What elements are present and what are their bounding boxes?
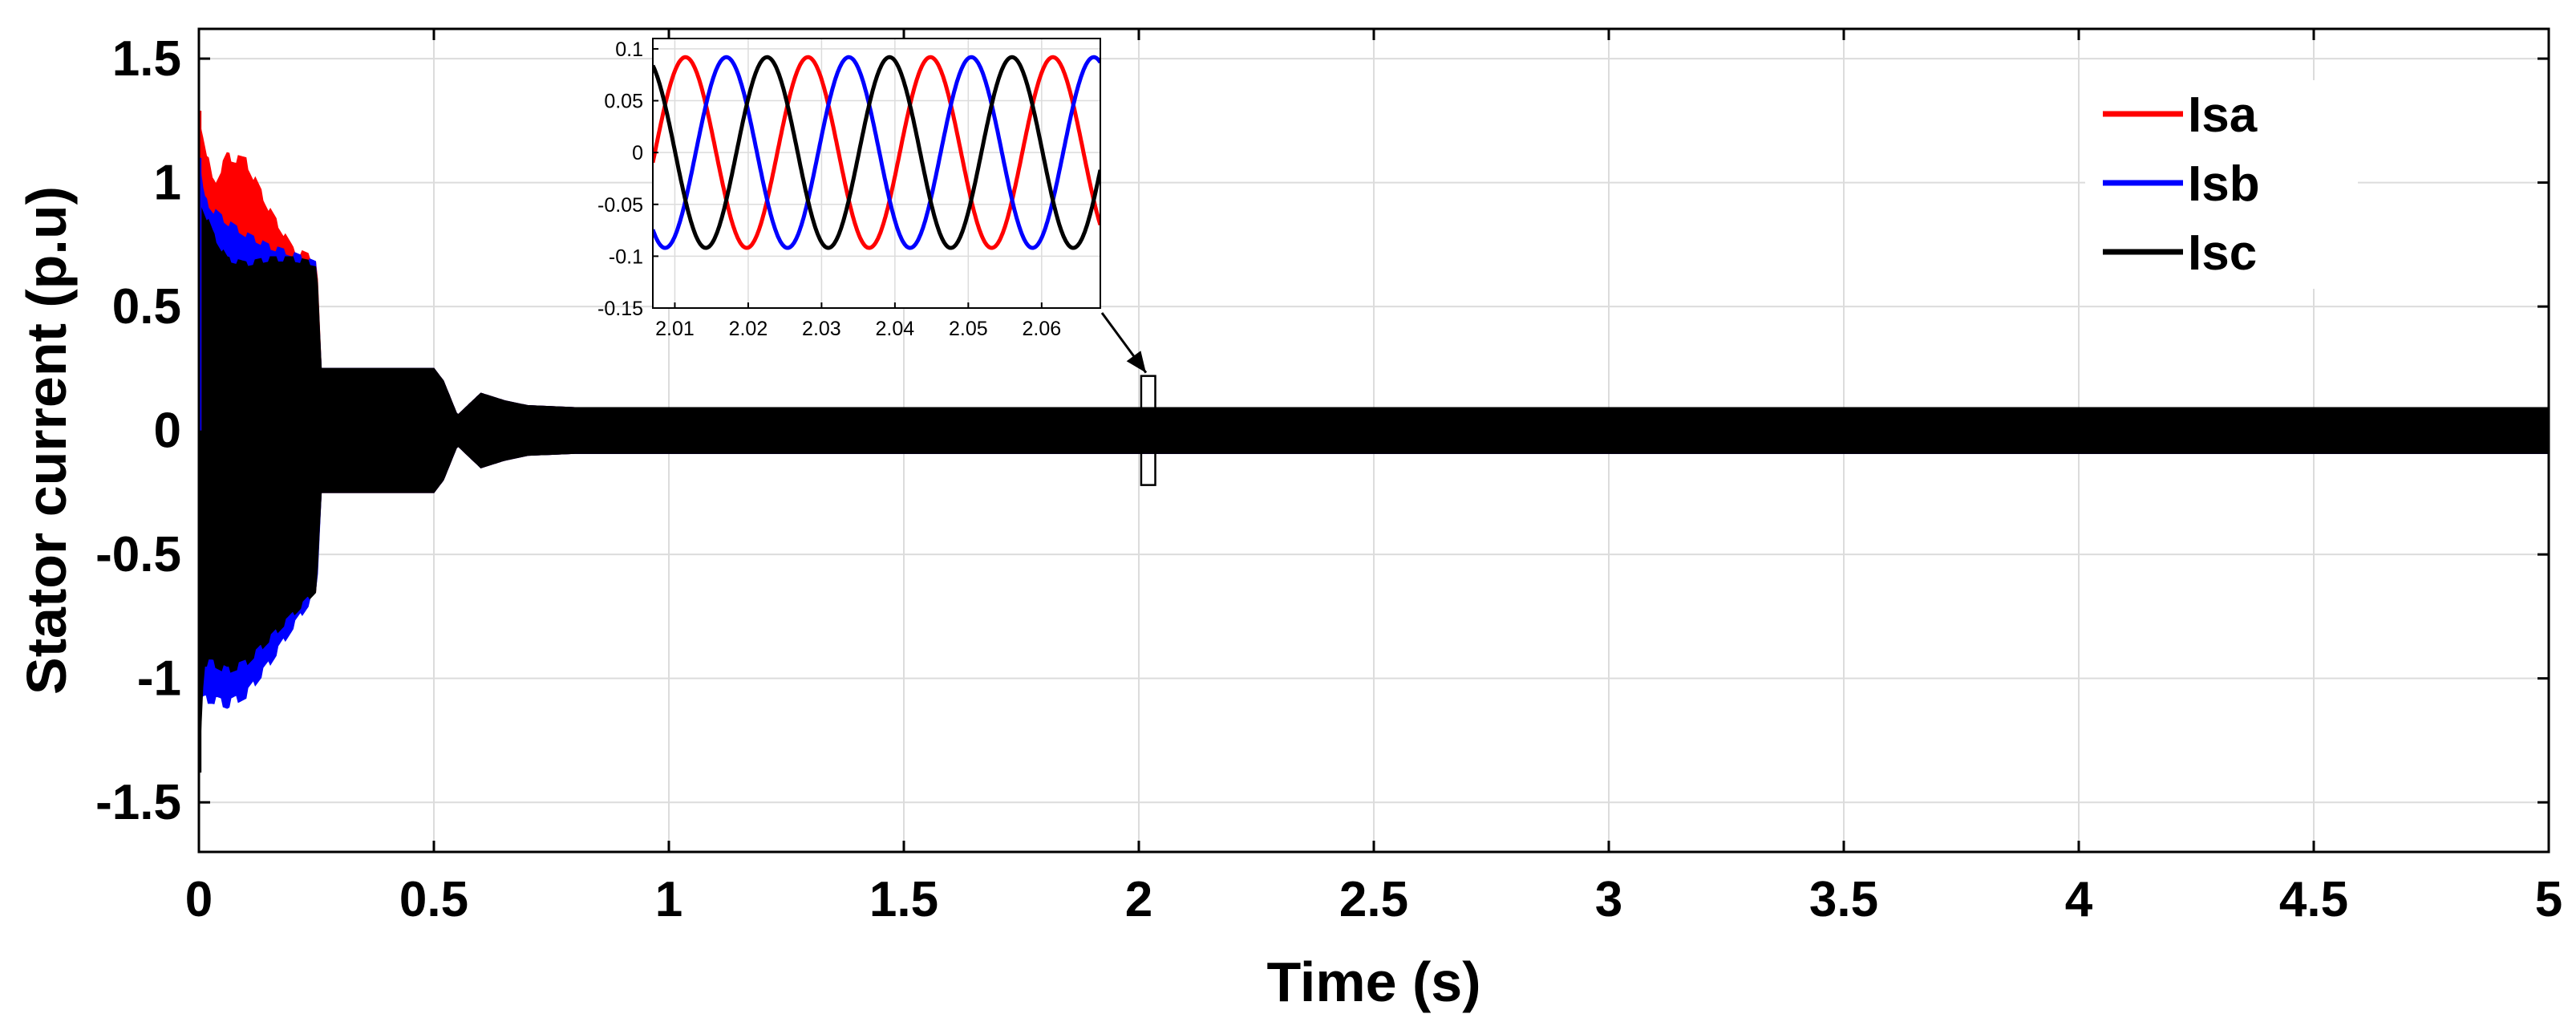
inset-series-isb [653,55,1100,250]
x-tick-label: 1.5 [869,872,938,927]
main-x-tick-labels: 0 0.5 1 1.5 2 2.5 3 3.5 4 4.5 5 [185,872,2562,927]
inset-x-tick-label: 2.05 [949,318,988,340]
legend-label-isa: Isa [2188,87,2258,143]
y-tick-label: -1.5 [95,775,181,830]
y-tick-label: 0.5 [112,279,181,335]
x-tick-label: 3.5 [1809,872,1878,927]
x-tick-label: 2 [1125,872,1152,927]
inset-y-tick-label: 0 [632,142,643,164]
inset-x-tick-label: 2.06 [1022,318,1061,340]
zoom-annotation [1100,312,1156,486]
x-tick-label: 2.5 [1339,872,1408,927]
inset-x-tick-label: 2.03 [802,318,841,340]
legend: Isa Isb Isc [2085,80,2358,289]
x-tick-label: 1 [655,872,682,927]
x-tick-label: 5 [2535,872,2562,927]
inset-x-tick-label: 2.02 [729,318,768,340]
zoom-arrow-head [1126,351,1146,373]
y-tick-label: -1 [137,651,181,707]
inset-y-tick-label: 0.05 [604,91,643,113]
x-tick-label: 4 [2065,872,2093,927]
x-tick-label: 0.5 [399,872,468,927]
main-plot-frame [197,27,2550,854]
inset-y-tick-label: -0.1 [609,245,643,268]
x-axis-label: Time (s) [1266,951,1480,1013]
inset-x-tick-label: 2.04 [876,318,915,340]
inset-x-tick-label: 2.01 [655,318,695,340]
x-tick-label: 0 [185,872,213,927]
legend-label-isc: Isc [2188,225,2257,281]
inset-curves [653,55,1100,250]
inset-y-tick-label: -0.05 [597,194,643,217]
x-tick-label: 3 [1595,872,1622,927]
inset-series-isa [653,55,1100,250]
zoom-box [1140,375,1156,486]
inset-series-isc [653,55,1100,250]
y-tick-label: 1 [154,156,181,211]
y-tick-label: 1.5 [112,31,181,87]
main-y-tick-labels: 1.5 1 0.5 0 -0.5 -1 -1.5 [95,31,181,830]
inset-y-tick-label: -0.15 [597,298,643,320]
y-tick-label: 0 [154,404,181,459]
inset-frame [652,38,1101,309]
inset-plot: 2.01 2.02 2.03 2.04 2.05 2.06 0.1 0.05 0 -0.05 -0.… [597,38,1101,340]
x-tick-label: 4.5 [2279,872,2348,927]
legend-label-isb: Isb [2188,156,2260,212]
y-axis-label: Stator current (p.u) [15,186,78,695]
inset-y-tick-label: 0.1 [615,39,643,61]
y-tick-label: -0.5 [95,527,181,582]
